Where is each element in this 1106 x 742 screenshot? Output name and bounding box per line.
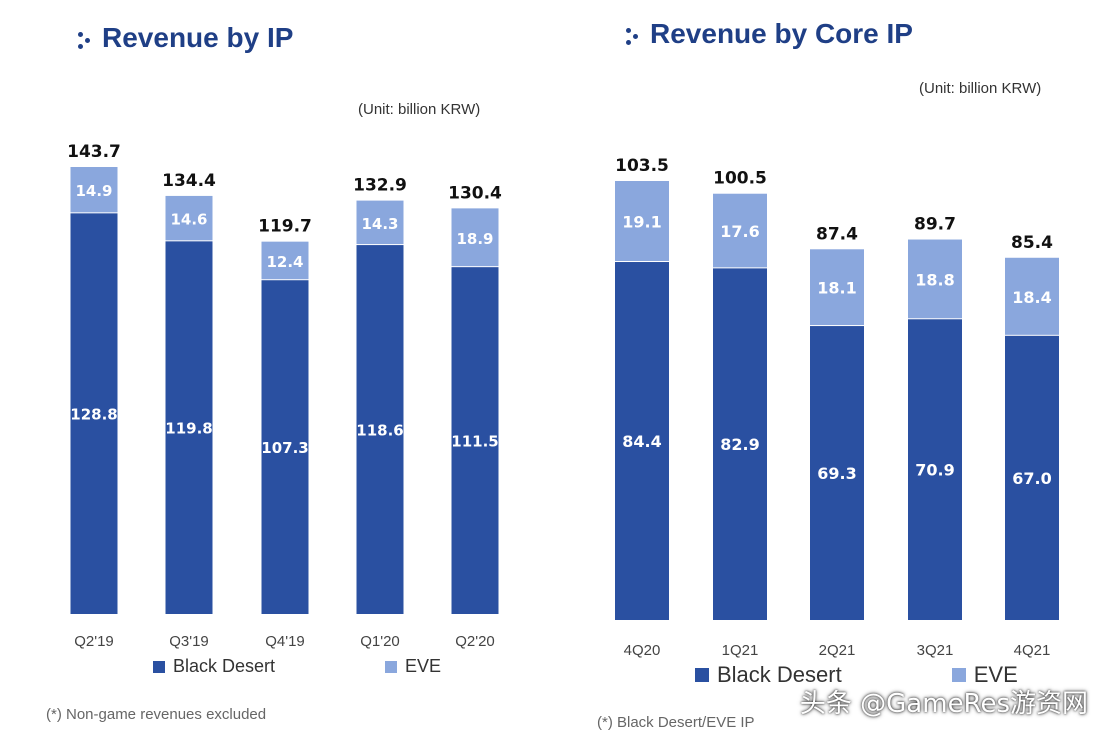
x-tick-label: Q1'20	[360, 633, 400, 650]
data-label-total: 85.4	[1011, 233, 1053, 253]
data-label-eve: 18.9	[456, 230, 493, 248]
legend: Black Desert EVE	[695, 662, 1018, 688]
chart-title: Revenue by Core IP	[626, 18, 913, 50]
bar-black-desert	[70, 213, 118, 615]
bar-eve	[165, 195, 213, 241]
legend-label: EVE	[973, 662, 1018, 687]
watermark: 头条 @GameRes游资网	[799, 689, 1088, 719]
x-tick-label: 4Q20	[624, 642, 661, 659]
data-label-black-desert: 128.8	[70, 406, 117, 424]
legend-label: Black Desert	[173, 656, 276, 676]
data-label-total: 134.4	[162, 171, 216, 191]
data-label-total: 87.4	[816, 224, 858, 244]
bar-black-desert	[451, 267, 499, 614]
data-label-black-desert: 67.0	[1012, 469, 1051, 488]
data-label-eve: 14.6	[170, 211, 207, 229]
legend-swatch	[385, 660, 398, 673]
bar-eve	[261, 241, 309, 280]
legend-swatch	[951, 668, 966, 682]
bar-eve	[810, 249, 864, 326]
data-label-eve: 14.3	[361, 215, 398, 233]
bar-black-desert	[165, 241, 213, 614]
legend-swatch	[153, 660, 165, 673]
unit-label: (Unit: billion KRW)	[358, 101, 481, 118]
data-label-total: 100.5	[713, 169, 767, 189]
bar-black-desert	[356, 245, 404, 614]
bullet-icon	[626, 25, 642, 47]
data-label-eve: 17.6	[720, 222, 759, 241]
x-tick-label: 4Q21	[1014, 642, 1051, 659]
legend-label: EVE	[405, 656, 442, 676]
data-label-black-desert: 70.9	[915, 461, 954, 480]
chart-panel-revenue-by-ip: Revenue by IP (Unit: billion KRW) 128.8 1…	[46, 22, 502, 723]
bar-black-desert	[810, 326, 864, 620]
data-label-black-desert: 107.3	[261, 439, 308, 457]
data-label-black-desert: 119.8	[165, 420, 212, 438]
bullet-icon	[78, 29, 94, 51]
x-tick-label: Q4'19	[265, 633, 305, 650]
x-tick-label: 1Q21	[722, 642, 759, 659]
data-label-eve: 19.1	[622, 213, 661, 232]
data-label-total: 132.9	[353, 176, 407, 196]
bar-black-desert	[615, 262, 669, 620]
bar-eve	[1005, 257, 1059, 335]
data-label-total: 119.7	[258, 217, 312, 237]
bar-black-desert	[1005, 335, 1059, 620]
bar-eve	[713, 193, 767, 268]
data-label-eve: 18.8	[915, 270, 954, 289]
bar-black-desert	[908, 319, 962, 620]
legend-swatch	[695, 668, 709, 682]
bar-eve	[356, 200, 404, 245]
data-label-black-desert: 84.4	[622, 432, 661, 451]
chart-panel-revenue-by-core-ip: Revenue by Core IP (Unit: billion KRW) 8…	[553, 0, 1106, 742]
data-label-total: 130.4	[448, 183, 502, 203]
data-label-black-desert: 82.9	[720, 435, 759, 454]
data-label-eve: 18.4	[1012, 288, 1051, 307]
stacked-bar-chart: 84.4 19.1 103.5 4Q20 82.9 17.6 100.5 1Q21 69.3 18…	[615, 156, 1059, 659]
legend-item-eve: EVE	[951, 662, 1018, 688]
x-tick-label: 2Q21	[819, 642, 856, 659]
data-label-black-desert: 118.6	[356, 422, 403, 440]
footnote: (*) Black Desert/EVE IP	[597, 714, 755, 731]
data-label-eve: 14.9	[75, 182, 112, 200]
bar-black-desert	[261, 280, 309, 614]
footnote: (*) Non-game revenues excluded	[46, 706, 267, 723]
data-label-black-desert: 69.3	[817, 464, 856, 483]
legend: Black Desert EVE	[153, 656, 441, 677]
data-label-total: 89.7	[914, 215, 956, 235]
x-tick-label: 3Q21	[917, 642, 954, 659]
bar-black-desert	[713, 268, 767, 620]
legend-item-black-desert: Black Desert	[153, 656, 275, 677]
data-label-black-desert: 111.5	[451, 433, 498, 451]
data-label-total: 143.7	[67, 142, 121, 162]
bar-eve	[615, 181, 669, 262]
data-label-total: 103.5	[615, 156, 669, 176]
legend-item-black-desert: Black Desert	[695, 662, 842, 688]
bar-eve	[70, 167, 118, 213]
x-tick-label: Q2'19	[74, 633, 114, 650]
legend-item-eve: EVE	[385, 656, 441, 677]
unit-label: (Unit: billion KRW)	[919, 80, 1042, 97]
data-label-eve: 18.1	[817, 279, 856, 298]
x-tick-label: Q3'19	[169, 633, 209, 650]
stacked-bar-chart: 128.8 14.9 143.7 Q2'19 119.8 14.6 134.4 Q3'19 10…	[67, 142, 502, 650]
chart-title: Revenue by IP	[78, 22, 293, 54]
legend-label: Black Desert	[717, 662, 842, 687]
bar-eve	[451, 208, 499, 267]
data-label-eve: 12.4	[266, 253, 303, 271]
bar-eve	[908, 239, 962, 319]
x-tick-label: Q2'20	[455, 633, 495, 650]
